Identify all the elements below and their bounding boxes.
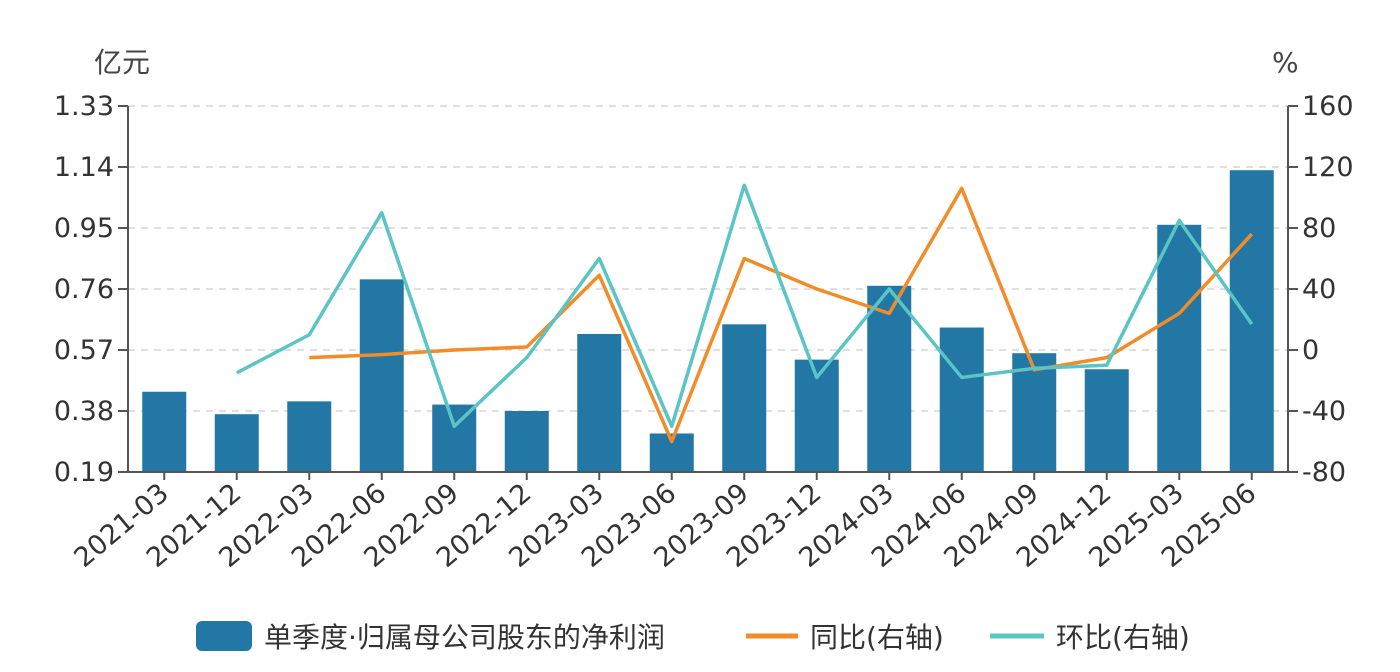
left-axis-tick-label: 0.38: [54, 396, 114, 427]
bar: [722, 324, 767, 472]
right-axis-tick-label: 120: [1302, 152, 1354, 183]
right-axis-tick-label: 80: [1302, 213, 1336, 244]
bar: [504, 411, 549, 472]
left-axis-tick-label: 1.33: [54, 91, 114, 122]
left-axis-tick-label: 0.57: [54, 335, 114, 366]
right-axis-tick-label: 160: [1302, 91, 1354, 122]
left-axis-unit: 亿元: [94, 46, 150, 79]
right-axis-tick-label: -40: [1302, 396, 1346, 427]
left-axis-tick-label: 1.14: [54, 152, 114, 183]
yoy-line: [309, 186, 1254, 444]
bar: [1012, 353, 1057, 472]
left-axis-tick-label: 0.95: [54, 213, 114, 244]
right-axis-unit: %: [1272, 46, 1299, 79]
bar: [142, 391, 187, 472]
axes: [118, 105, 1298, 480]
legend-label-yoy: 同比(右轴): [810, 621, 944, 654]
bar: [287, 401, 332, 472]
bar: [577, 333, 622, 472]
bar: [1084, 369, 1129, 472]
bar: [939, 327, 984, 472]
right-axis-tick-label: 40: [1302, 274, 1336, 305]
line-series: [235, 183, 1254, 444]
legend-swatch-bar: [196, 621, 252, 651]
left-axis-tick-label: 0.76: [54, 274, 114, 305]
qoq-line: [235, 183, 1254, 428]
legend: 单季度·归属母公司股东的净利润 同比(右轴) 环比(右轴): [196, 621, 1190, 654]
grid: [128, 105, 1288, 412]
bar: [214, 414, 259, 472]
left-axis-tick-label: 0.19: [54, 457, 114, 488]
bar: [867, 285, 912, 472]
bar-series: [142, 170, 1274, 473]
bar: [359, 279, 404, 472]
right-axis-tick-label: -80: [1302, 457, 1346, 488]
legend-label-qoq: 环比(右轴): [1056, 621, 1190, 654]
bar: [1157, 224, 1202, 472]
bar: [432, 404, 477, 472]
right-axis-tick-label: 0: [1302, 335, 1319, 366]
legend-label-net-profit: 单季度·归属母公司股东的净利润: [264, 621, 665, 654]
